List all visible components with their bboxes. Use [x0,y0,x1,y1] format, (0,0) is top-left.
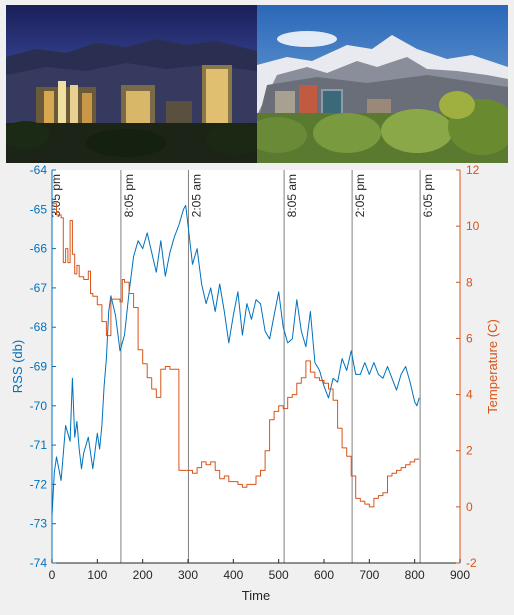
series-lines [51,203,420,516]
left-y-tick-label: -64 [30,163,48,177]
left-y-tick-label: -67 [30,281,48,295]
temperature-series-line [52,203,420,508]
right-y-tick-label: 6 [466,331,473,345]
x-tick-label: 700 [359,568,379,582]
x-tick-label: 400 [223,568,243,582]
x-axis-label: Time [242,588,270,603]
x-tick-label: 600 [314,568,334,582]
x-tick-label: 500 [269,568,289,582]
left-y-axis-ticks: -74 -73 -72 -71 -70 -69 -68 -67 -66 -65 -64 [30,163,56,570]
left-y-tick-label: -72 [30,477,48,491]
right-y-tick-label: 0 [466,500,473,514]
plot-area [52,170,460,563]
rss-temperature-chart: 3:05 pm 8:05 pm 2:05 am 8:05 am 2:05 pm 6:05 … [10,163,500,603]
right-y-tick-label: 12 [466,163,480,177]
x-axis-ticks: 0 100 200 300 400 500 600 700 800 900 [49,559,470,582]
right-y-tick-label: 4 [466,388,473,402]
left-y-tick-label: -74 [30,556,48,570]
right-y-tick-label: 2 [466,444,473,458]
x-tick-label: 800 [405,568,425,582]
left-y-tick-label: -71 [30,438,48,452]
x-tick-label: 0 [49,568,56,582]
time-marker-label: 2:05 am [189,174,203,217]
right-y-tick-label: 8 [466,275,473,289]
rss-series-line [51,204,420,516]
right-y-axis-ticks: -2 0 2 4 6 8 10 12 [456,163,480,570]
left-y-tick-label: -69 [30,360,48,374]
time-marker-label: 6:05 pm [421,174,435,217]
city-night-photo [6,5,257,163]
time-marker-label: 8:05 am [285,174,299,217]
city-day-photo [257,5,508,163]
left-y-tick-label: -68 [30,320,48,334]
right-y-axis-label: Temperature (C) [485,319,500,414]
time-marker-label: 2:05 pm [353,174,367,217]
x-tick-label: 900 [450,568,470,582]
time-marker-label: 8:05 pm [122,174,136,217]
right-y-tick-label: -2 [466,556,477,570]
left-y-axis-label: RSS (db) [10,340,25,393]
left-y-tick-label: -65 [30,202,48,216]
x-tick-label: 200 [133,568,153,582]
left-y-tick-label: -66 [30,242,48,256]
x-tick-label: 100 [87,568,107,582]
x-tick-label: 300 [178,568,198,582]
right-y-tick-label: 10 [466,219,480,233]
left-y-tick-label: -73 [30,517,48,531]
left-y-tick-label: -70 [30,399,48,413]
